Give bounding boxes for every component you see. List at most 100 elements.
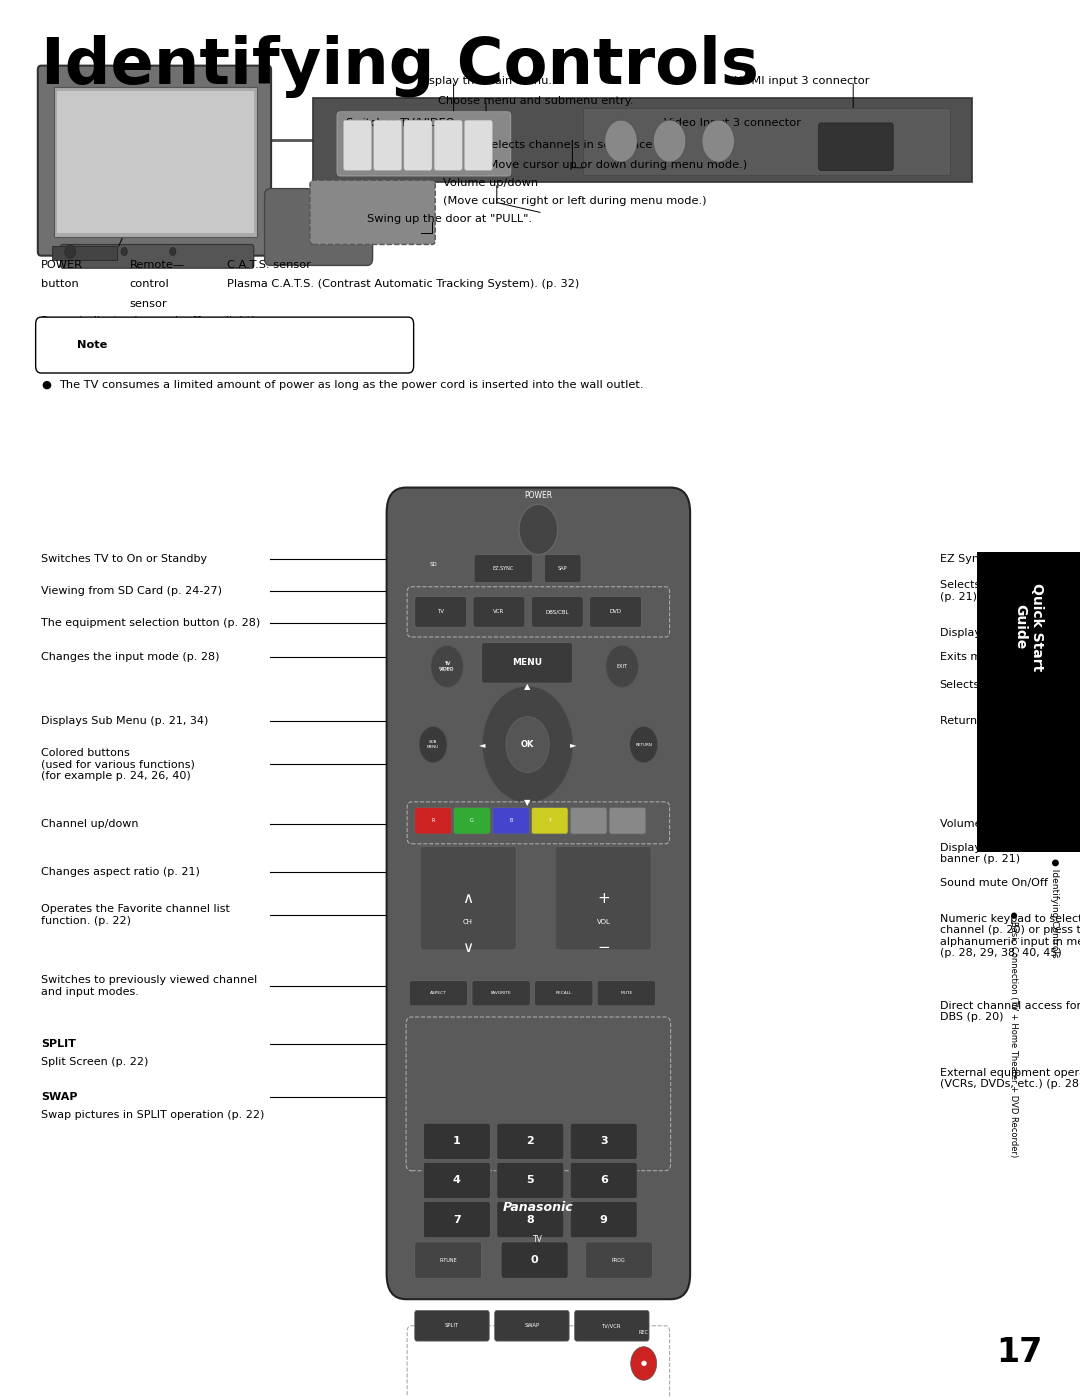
FancyBboxPatch shape <box>60 244 254 268</box>
Text: RETURN: RETURN <box>635 743 652 746</box>
FancyBboxPatch shape <box>531 597 583 627</box>
Text: 6: 6 <box>599 1175 608 1186</box>
Text: Selects/OK/Change: Selects/OK/Change <box>940 679 1047 690</box>
FancyBboxPatch shape <box>531 807 568 834</box>
FancyBboxPatch shape <box>404 120 432 170</box>
Text: 8: 8 <box>526 1214 535 1225</box>
FancyBboxPatch shape <box>497 1162 564 1199</box>
Text: Volume up/down: Volume up/down <box>443 177 538 189</box>
Ellipse shape <box>419 726 447 763</box>
FancyBboxPatch shape <box>535 981 593 1006</box>
FancyBboxPatch shape <box>575 1310 649 1341</box>
FancyBboxPatch shape <box>597 981 656 1006</box>
FancyBboxPatch shape <box>434 120 462 170</box>
Bar <box>52 246 117 260</box>
Text: External equipment operations
(VCRs, DVDs, etc.) (p. 28): External equipment operations (VCRs, DVD… <box>940 1067 1080 1090</box>
FancyBboxPatch shape <box>36 317 414 373</box>
Text: SPLIT: SPLIT <box>41 1038 76 1049</box>
Text: ▲: ▲ <box>524 682 531 690</box>
Ellipse shape <box>65 244 76 258</box>
Text: Changes aspect ratio (p. 21): Changes aspect ratio (p. 21) <box>41 866 200 877</box>
Ellipse shape <box>505 717 550 773</box>
FancyBboxPatch shape <box>492 807 529 834</box>
Text: ASPECT: ASPECT <box>430 992 447 995</box>
Text: 5: 5 <box>526 1175 535 1186</box>
FancyBboxPatch shape <box>501 1242 568 1278</box>
Text: Changes the input mode (p. 28): Changes the input mode (p. 28) <box>41 651 219 662</box>
Text: R-TUNE: R-TUNE <box>440 1257 457 1263</box>
FancyBboxPatch shape <box>570 807 607 834</box>
FancyBboxPatch shape <box>585 1242 652 1278</box>
Text: Note: Note <box>77 339 107 351</box>
Text: Exits menus: Exits menus <box>940 651 1008 662</box>
Text: SWAP: SWAP <box>524 1323 540 1329</box>
Text: TV
VIDEO: TV VIDEO <box>440 661 455 672</box>
FancyBboxPatch shape <box>555 847 651 950</box>
Text: Volume up/down: Volume up/down <box>940 819 1032 830</box>
Ellipse shape <box>631 1347 657 1380</box>
Text: TV/VCR: TV/VCR <box>602 1323 622 1329</box>
Text: VCR: VCR <box>494 609 504 615</box>
Text: Swing up the door at "PULL".: Swing up the door at "PULL". <box>367 214 532 225</box>
Text: Viewing from SD Card (p. 24-27): Viewing from SD Card (p. 24-27) <box>41 585 222 597</box>
Text: FAVORITE: FAVORITE <box>490 992 512 995</box>
FancyBboxPatch shape <box>387 488 690 1299</box>
FancyBboxPatch shape <box>423 1201 490 1238</box>
Text: C.A.T.S. sensor: C.A.T.S. sensor <box>227 260 311 270</box>
Text: ●: ● <box>640 1361 647 1366</box>
Text: ►: ► <box>569 740 576 749</box>
Text: Displays or removes the channel
banner (p. 21): Displays or removes the channel banner (… <box>940 842 1080 865</box>
Text: 4: 4 <box>453 1175 461 1186</box>
Text: ● Basic Connection (TV + Home Theater + DVD Recorder): ● Basic Connection (TV + Home Theater + … <box>1009 911 1017 1157</box>
Bar <box>977 552 1080 852</box>
Text: Numeric keypad to select any
channel (p. 20) or press to enter
alphanumeric inpu: Numeric keypad to select any channel (p.… <box>940 914 1080 958</box>
Text: −: − <box>597 940 610 954</box>
FancyBboxPatch shape <box>497 1123 564 1160</box>
Text: The equipment selection button (p. 28): The equipment selection button (p. 28) <box>41 617 260 629</box>
Text: TV
VIDEO: TV VIDEO <box>441 662 454 671</box>
Text: SAP: SAP <box>558 566 567 571</box>
Text: ◄◄  ——  ►► |: ◄◄ —— ►► | <box>495 1352 529 1358</box>
Text: R: R <box>431 819 435 823</box>
Text: SUB
MENU: SUB MENU <box>427 740 440 749</box>
Text: SD: SD <box>429 562 437 567</box>
FancyBboxPatch shape <box>497 1201 564 1238</box>
Bar <box>313 98 972 182</box>
FancyBboxPatch shape <box>420 847 516 950</box>
FancyBboxPatch shape <box>415 1242 482 1278</box>
Text: Selects channels in sequence: Selects channels in sequence <box>484 140 652 151</box>
Text: POWER: POWER <box>524 492 553 500</box>
Text: Direct channel access for DTV and
DBS (p. 20): Direct channel access for DTV and DBS (p… <box>940 1000 1080 1023</box>
Text: SPLIT: SPLIT <box>445 1323 459 1329</box>
FancyBboxPatch shape <box>454 807 490 834</box>
FancyBboxPatch shape <box>570 1162 637 1199</box>
FancyBboxPatch shape <box>495 1310 569 1341</box>
Text: RECALL: RECALL <box>555 992 572 995</box>
Text: SWAP: SWAP <box>41 1091 78 1102</box>
Text: DVD: DVD <box>609 609 622 615</box>
Text: ▼: ▼ <box>524 799 531 807</box>
FancyBboxPatch shape <box>415 597 467 627</box>
Text: ∨: ∨ <box>462 940 473 954</box>
FancyBboxPatch shape <box>464 120 492 170</box>
FancyBboxPatch shape <box>409 981 468 1006</box>
Text: PROG: PROG <box>612 1257 625 1263</box>
Text: EXIT: EXIT <box>617 664 627 669</box>
FancyBboxPatch shape <box>415 807 451 834</box>
Text: Channel up/down: Channel up/down <box>41 819 138 830</box>
Text: 1: 1 <box>453 1136 461 1147</box>
FancyBboxPatch shape <box>415 1310 489 1341</box>
Text: Choose menu and submenu entry.: Choose menu and submenu entry. <box>438 95 634 106</box>
FancyBboxPatch shape <box>472 981 530 1006</box>
FancyBboxPatch shape <box>343 120 372 170</box>
Text: TV: TV <box>437 609 444 615</box>
Text: REC: REC <box>638 1330 649 1336</box>
Text: CH: CH <box>462 919 473 925</box>
Text: DBS/CBL: DBS/CBL <box>545 609 569 615</box>
Text: Video Input 3 connector: Video Input 3 connector <box>664 117 801 129</box>
Text: (Move cursor up or down during menu mode.): (Move cursor up or down during menu mode… <box>484 159 747 170</box>
Text: ● Identifying Controls: ● Identifying Controls <box>1050 858 1058 958</box>
Text: SKIP: SKIP <box>507 1365 517 1370</box>
Ellipse shape <box>170 247 176 256</box>
Text: ►► |: ►► | <box>527 1345 536 1348</box>
